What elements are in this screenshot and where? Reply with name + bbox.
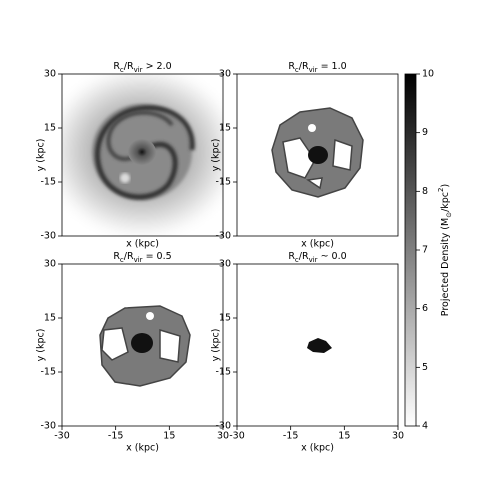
y-tick-label: 15 (44, 123, 56, 134)
y-axis-label: y (kpc) (211, 329, 222, 362)
colorbar-tick-label: 8 (422, 186, 428, 197)
x-tick-label: -15 (283, 431, 299, 442)
title-part: vir (134, 66, 143, 74)
axes-frame (236, 263, 399, 427)
colorbar-tick-label: 4 (422, 421, 428, 432)
title-part: = 1.0 (318, 61, 347, 72)
y-tick-label: 15 (219, 123, 231, 134)
title-part: > 2.0 (143, 61, 172, 72)
title-part: c (120, 66, 124, 74)
panel-title: Rc/Rvir = 0.5 (113, 251, 171, 265)
colorbar (404, 73, 417, 427)
density-image (271, 107, 364, 198)
title-part: R (288, 251, 295, 262)
title-part: R (288, 61, 295, 72)
title-part: R (113, 61, 120, 72)
y-tick-label: -30 (40, 421, 56, 432)
label-part: 2 (437, 187, 445, 191)
y-tick-label: 15 (44, 313, 56, 324)
title-part: /R (299, 251, 309, 262)
y-tick-label: -15 (215, 177, 231, 188)
label-part: ⊙ (445, 212, 453, 218)
y-axis-label: y (kpc) (211, 139, 222, 172)
y-tick-label: -15 (40, 177, 56, 188)
colorbar-label: Projected Density (M⊙/kpc2) (437, 184, 453, 316)
label-part: ) (440, 184, 451, 188)
colorbar-tick-label: 6 (422, 303, 428, 314)
density-image (307, 338, 332, 353)
title-part: c (120, 256, 124, 264)
y-tick-label: -15 (40, 367, 56, 378)
y-tick-label: -30 (215, 421, 231, 432)
title-part: R (113, 251, 120, 262)
title-part: vir (309, 66, 318, 74)
title-part: /R (299, 61, 309, 72)
y-tick-label: 30 (44, 259, 56, 270)
x-axis-label: x (kpc) (301, 239, 334, 250)
y-tick-label: 30 (44, 69, 56, 80)
colorbar-tick-label: 5 (422, 362, 428, 373)
x-axis-label: x (kpc) (301, 443, 334, 454)
title-part: /R (124, 251, 134, 262)
panel-title: Rc/Rvir > 2.0 (113, 61, 171, 75)
x-axis-label: x (kpc) (126, 239, 159, 250)
title-part: c (295, 66, 299, 74)
axes-frame (61, 73, 224, 237)
title-part: ~ 0.0 (318, 251, 347, 262)
title-part: = 0.5 (143, 251, 172, 262)
y-tick-label: -15 (215, 367, 231, 378)
panel-title: Rc/Rvir = 1.0 (288, 61, 346, 75)
colorbar-tick-label: 10 (422, 69, 434, 80)
y-tick-label: 30 (219, 69, 231, 80)
title-part: vir (134, 256, 143, 264)
y-tick-label: -30 (40, 231, 56, 242)
density-image (99, 305, 191, 387)
y-tick-label: -30 (215, 231, 231, 242)
y-axis-label: y (kpc) (36, 329, 47, 362)
title-part: c (295, 256, 299, 264)
axes-frame (61, 263, 224, 427)
density-image (62, 74, 223, 236)
x-tick-label: -30 (229, 431, 245, 442)
y-axis-label: y (kpc) (36, 139, 47, 172)
colorbar-tick-label: 9 (422, 127, 428, 138)
x-tick-label: -30 (54, 431, 70, 442)
label-part: Projected Density (M (440, 218, 451, 316)
x-tick-label: -15 (108, 431, 124, 442)
x-axis-label: x (kpc) (126, 443, 159, 454)
title-part: vir (309, 256, 318, 264)
colorbar-tick-label: 7 (422, 245, 428, 256)
x-tick-label: 30 (392, 431, 404, 442)
y-tick-label: 30 (219, 259, 231, 270)
title-part: /R (124, 61, 134, 72)
axes-frame (236, 73, 399, 237)
y-tick-label: 15 (219, 313, 231, 324)
label-part: /kpc (440, 192, 451, 212)
panel-title: Rc/Rvir ~ 0.0 (288, 251, 346, 265)
x-tick-label: 15 (163, 431, 175, 442)
x-tick-label: 15 (338, 431, 350, 442)
x-tick-label: 30 (217, 431, 229, 442)
